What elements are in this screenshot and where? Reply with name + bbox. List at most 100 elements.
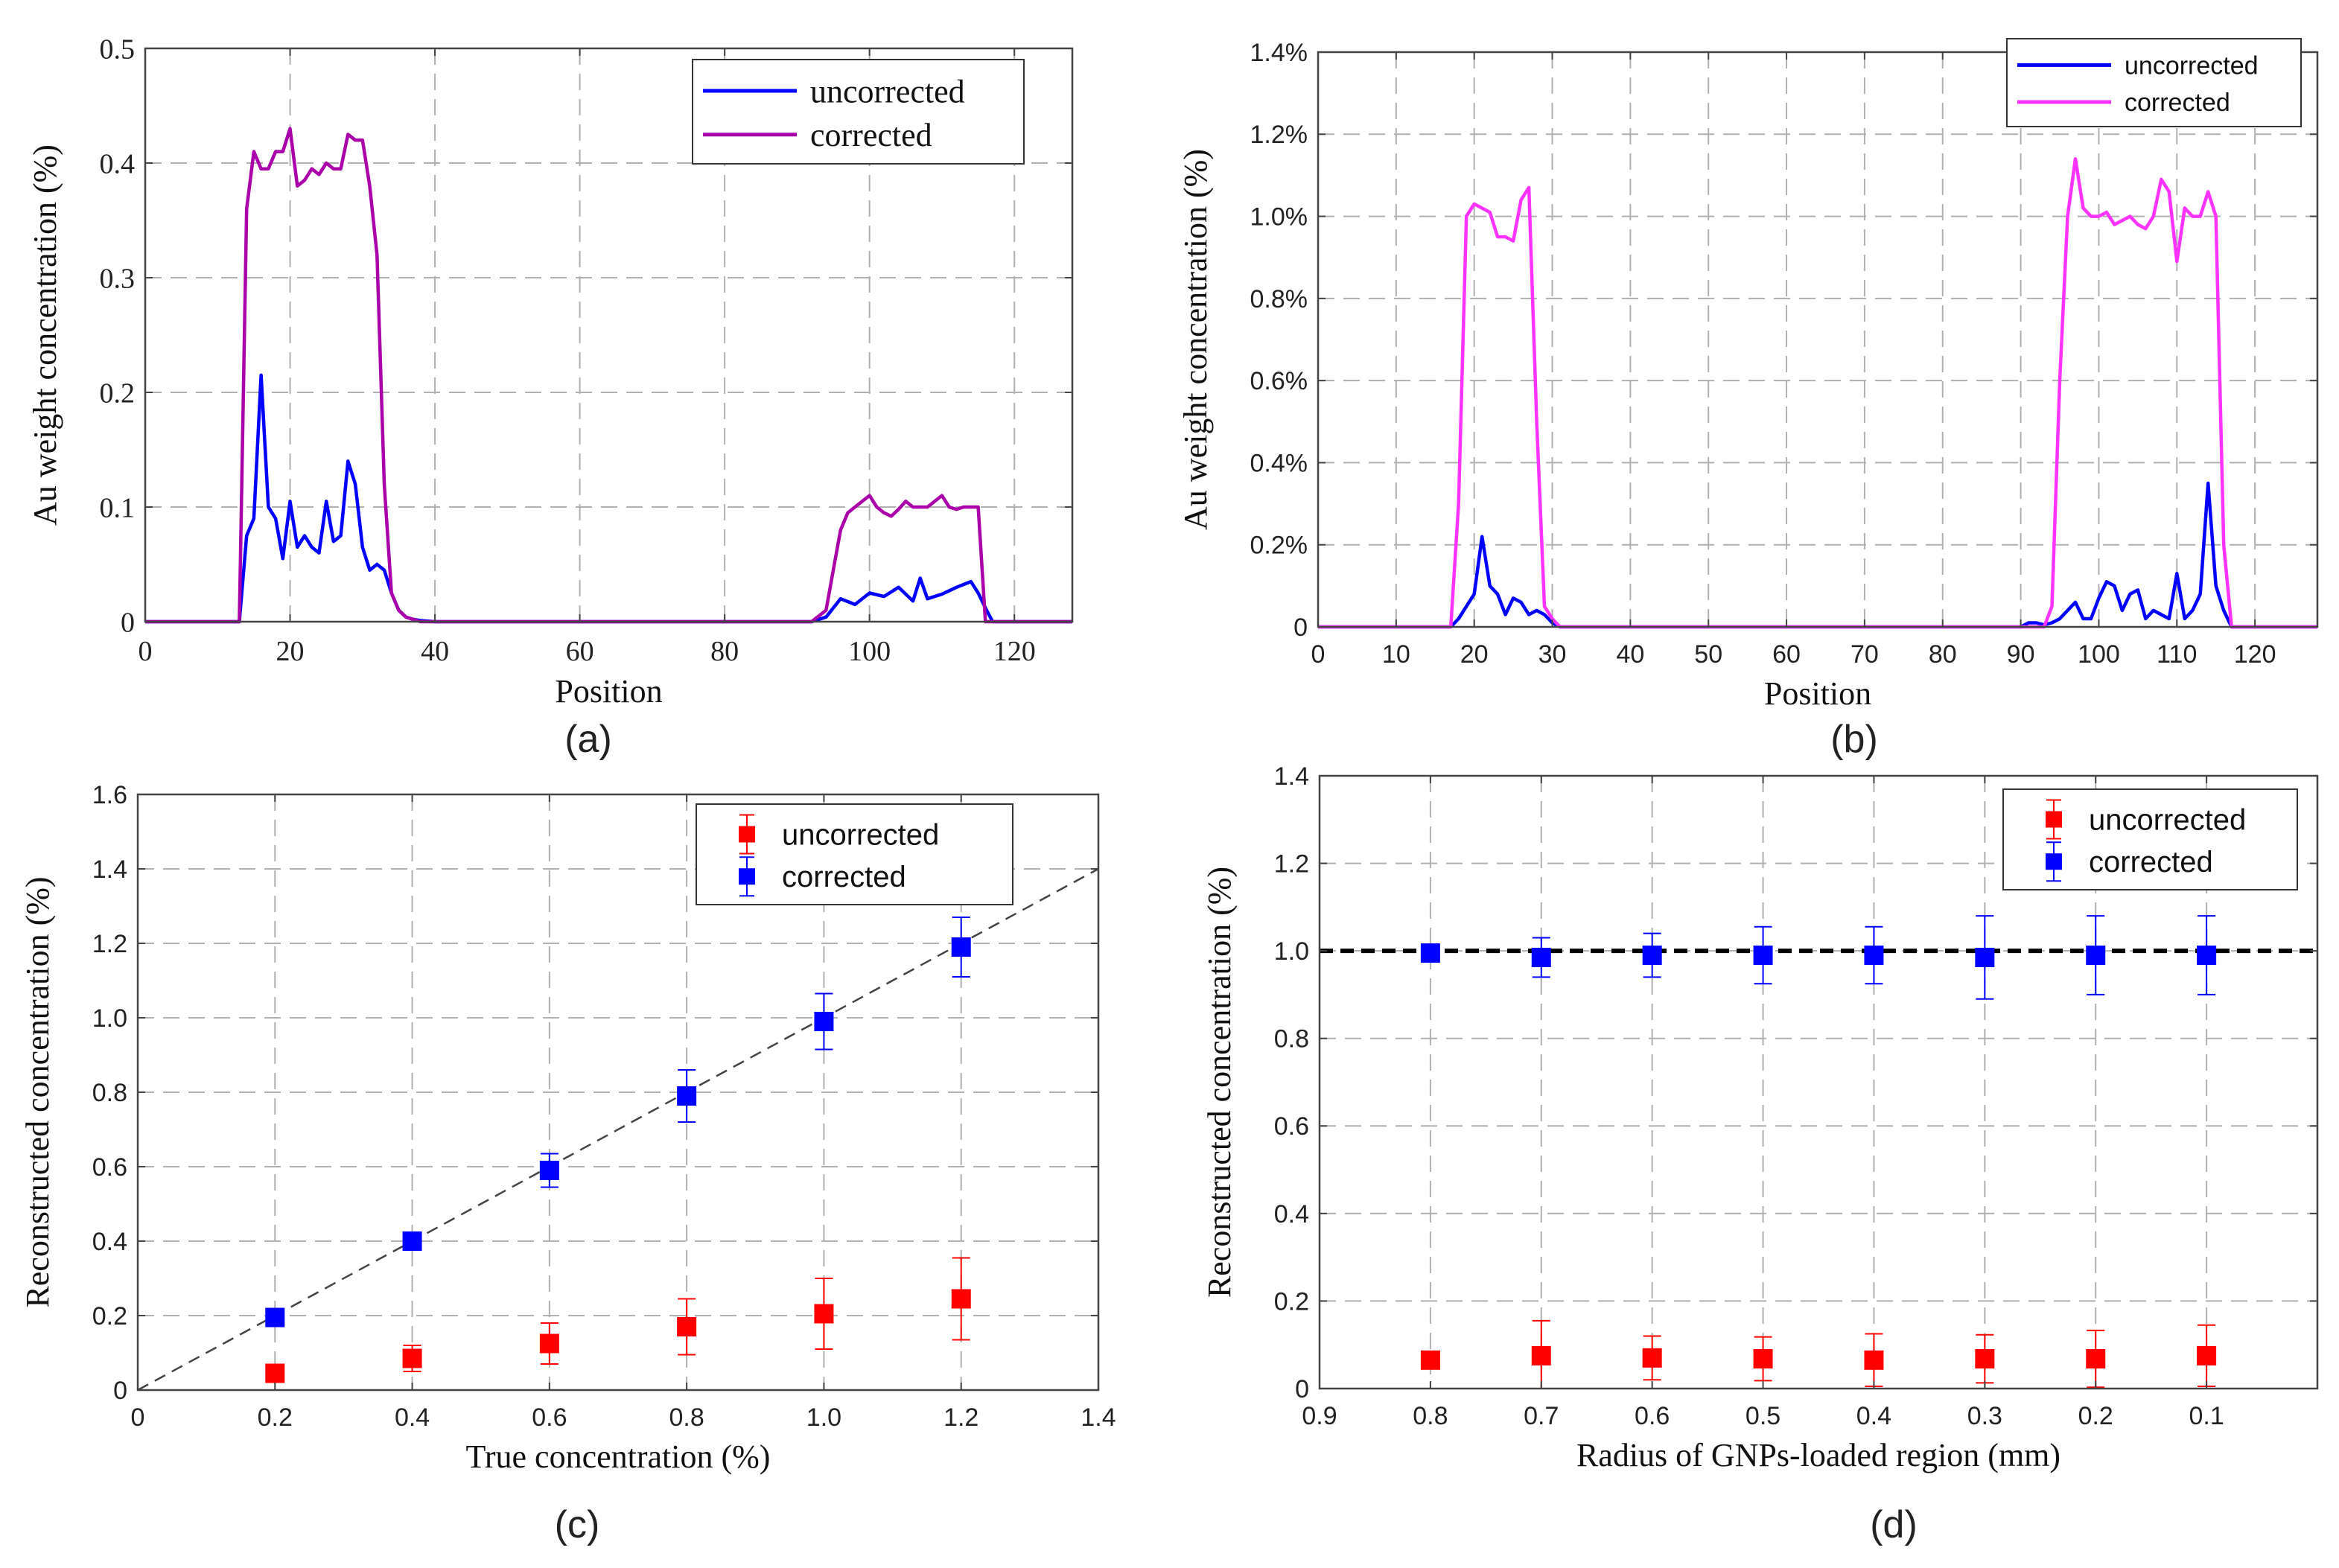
x-axis-label: Position bbox=[555, 673, 662, 710]
x-tick-label: 0.8 bbox=[1413, 1402, 1448, 1430]
x-tick-label: 0.7 bbox=[1524, 1402, 1559, 1430]
y-tick-label: 0.3 bbox=[100, 263, 136, 294]
panel-b: 0 10 20 30 40 50 60 70 80 90 100 110 120 0 0.2% 0.4% 0.6… bbox=[1177, 38, 2319, 761]
x-tick-label: 70 bbox=[1850, 640, 1879, 669]
x-tick-label: 40 bbox=[421, 636, 449, 667]
legend: uncorrected corrected bbox=[2002, 788, 2298, 890]
data-point-uncorrected bbox=[265, 1363, 285, 1383]
y-tick-label: 0.4 bbox=[100, 148, 136, 179]
panel-d: 0.9 0.8 0.7 0.6 0.5 0.4 0.3 0.2 0.1 0 0.2 0.4 0.6 0.8… bbox=[1201, 762, 2319, 1546]
y-tick-label: 0.5 bbox=[100, 34, 136, 65]
data-point-corrected bbox=[1753, 946, 1773, 966]
y-axis-label: Au weight concentration (%) bbox=[1177, 149, 1214, 530]
x-tick-label: 30 bbox=[1538, 640, 1567, 669]
plot-area bbox=[1318, 52, 2317, 627]
data-point-uncorrected bbox=[2086, 1349, 2106, 1369]
data-point-corrected bbox=[677, 1086, 697, 1106]
legend: uncorrected corrected bbox=[696, 803, 1013, 905]
data-point-uncorrected bbox=[1531, 1345, 1551, 1365]
x-tick-label: 0.8 bbox=[669, 1403, 704, 1432]
data-point-uncorrected bbox=[1753, 1349, 1773, 1369]
legend-swatch-corrected bbox=[2046, 853, 2062, 870]
y-tick-label: 0.6 bbox=[1274, 1112, 1309, 1141]
data-point-corrected bbox=[1642, 946, 1662, 966]
y-tick-label: 1.4 bbox=[92, 855, 127, 884]
series-line-uncorrected bbox=[1318, 481, 2317, 629]
y-tick-label: 1.0% bbox=[1250, 203, 1308, 231]
legend-swatch-uncorrected bbox=[2046, 811, 2062, 828]
y-tick-label: 0.1 bbox=[100, 492, 136, 523]
panel-label: (c) bbox=[555, 1503, 600, 1546]
y-tick-label: 1.2 bbox=[92, 930, 127, 958]
y-tick-label: 0.4 bbox=[1274, 1200, 1309, 1228]
x-axis-label: Position bbox=[1764, 675, 1871, 712]
y-tick-label: 0.2 bbox=[92, 1302, 127, 1330]
data-point-uncorrected bbox=[814, 1304, 834, 1324]
x-tick-label: 0.6 bbox=[1635, 1402, 1670, 1430]
x-tick-label: 80 bbox=[1929, 640, 1957, 669]
x-tick-label: 50 bbox=[1694, 640, 1722, 669]
data-point-corrected bbox=[814, 1012, 834, 1031]
legend-box bbox=[2006, 38, 2302, 127]
data-point-uncorrected bbox=[1642, 1348, 1662, 1368]
data-point-corrected bbox=[1864, 946, 1884, 966]
plot-frame bbox=[144, 47, 1074, 623]
y-tick-label: 0.4 bbox=[92, 1228, 127, 1256]
x-tick-label: 0 bbox=[1311, 640, 1326, 669]
x-tick-label: 0.4 bbox=[1856, 1402, 1891, 1430]
x-tick-label: 20 bbox=[276, 636, 305, 667]
reference-line bbox=[137, 867, 1099, 1392]
legend-label-corrected: corrected bbox=[2089, 846, 2213, 879]
data-point-corrected bbox=[2086, 946, 2106, 966]
data-point-uncorrected bbox=[1864, 1350, 1884, 1370]
x-tick-label: 100 bbox=[848, 636, 891, 667]
y-tick-label: 0.6% bbox=[1250, 367, 1308, 395]
y-tick-label: 0 bbox=[121, 607, 135, 638]
panel-c: 0 0.2 0.4 0.6 0.8 1.0 1.2 1.4 0 0.2 0.4 0.6 0.8 1.0 1.… bbox=[19, 781, 1116, 1546]
data-point-uncorrected bbox=[951, 1289, 971, 1309]
y-tick-label: 0.8 bbox=[92, 1079, 127, 1107]
panel-a: 0 20 40 60 80 100 120 0 0.1 0.2 0.3 0.4 0.5 Position A… bbox=[27, 34, 1074, 761]
x-tick-label: 10 bbox=[1382, 640, 1410, 669]
plot-frame bbox=[1318, 774, 2319, 1390]
legend-label-corrected: corrected bbox=[782, 861, 906, 893]
x-tick-label: 90 bbox=[2007, 640, 2035, 669]
y-tick-label: 1.2 bbox=[1274, 850, 1309, 878]
y-axis-label: Au weight concentration (%) bbox=[27, 144, 63, 526]
y-tick-label: 0 bbox=[1295, 1375, 1309, 1403]
data-point-uncorrected bbox=[677, 1317, 697, 1336]
x-tick-label: 100 bbox=[2078, 640, 2120, 669]
x-tick-label: 110 bbox=[2157, 640, 2197, 669]
data-point-corrected bbox=[1531, 947, 1551, 967]
series-line-corrected bbox=[1318, 157, 2317, 629]
x-tick-label: 1.2 bbox=[943, 1403, 978, 1432]
data-point-corrected bbox=[265, 1307, 285, 1328]
legend-label-uncorrected: uncorrected bbox=[2089, 804, 2246, 837]
x-tick-label: 0.4 bbox=[395, 1403, 430, 1432]
data-point-corrected bbox=[2197, 946, 2217, 966]
x-tick-label: 20 bbox=[1460, 640, 1489, 669]
data-point-uncorrected bbox=[1420, 1350, 1440, 1370]
y-axis-label: Reconstructed concentration (%) bbox=[1201, 867, 1238, 1298]
data-point-corrected bbox=[1420, 943, 1440, 963]
y-tick-label: 0.8% bbox=[1250, 285, 1308, 313]
data-point-uncorrected bbox=[539, 1333, 559, 1354]
data-point-uncorrected bbox=[402, 1348, 422, 1368]
x-tick-label: 120 bbox=[993, 636, 1036, 667]
legend-label-uncorrected: uncorrected bbox=[810, 73, 965, 109]
y-tick-label: 0.8 bbox=[1274, 1025, 1309, 1054]
plot-frame bbox=[1317, 51, 2319, 628]
y-tick-label: 1.6 bbox=[92, 781, 127, 809]
x-axis-label: Radius of GNPs-loaded region (mm) bbox=[1576, 1437, 2060, 1473]
x-tick-label: 60 bbox=[566, 636, 594, 667]
panel-label: (d) bbox=[1870, 1503, 1918, 1546]
legend-label-uncorrected: uncorrected bbox=[782, 819, 939, 852]
data-point-corrected bbox=[402, 1231, 422, 1251]
x-tick-label: 40 bbox=[1616, 640, 1644, 669]
legend-label-corrected: corrected bbox=[810, 117, 932, 153]
legend: uncorrected corrected bbox=[692, 59, 1025, 165]
y-tick-label: 0.2% bbox=[1250, 532, 1308, 560]
y-axis-label: Reconstructed concentration (%) bbox=[19, 876, 56, 1307]
x-tick-label: 60 bbox=[1772, 640, 1801, 669]
